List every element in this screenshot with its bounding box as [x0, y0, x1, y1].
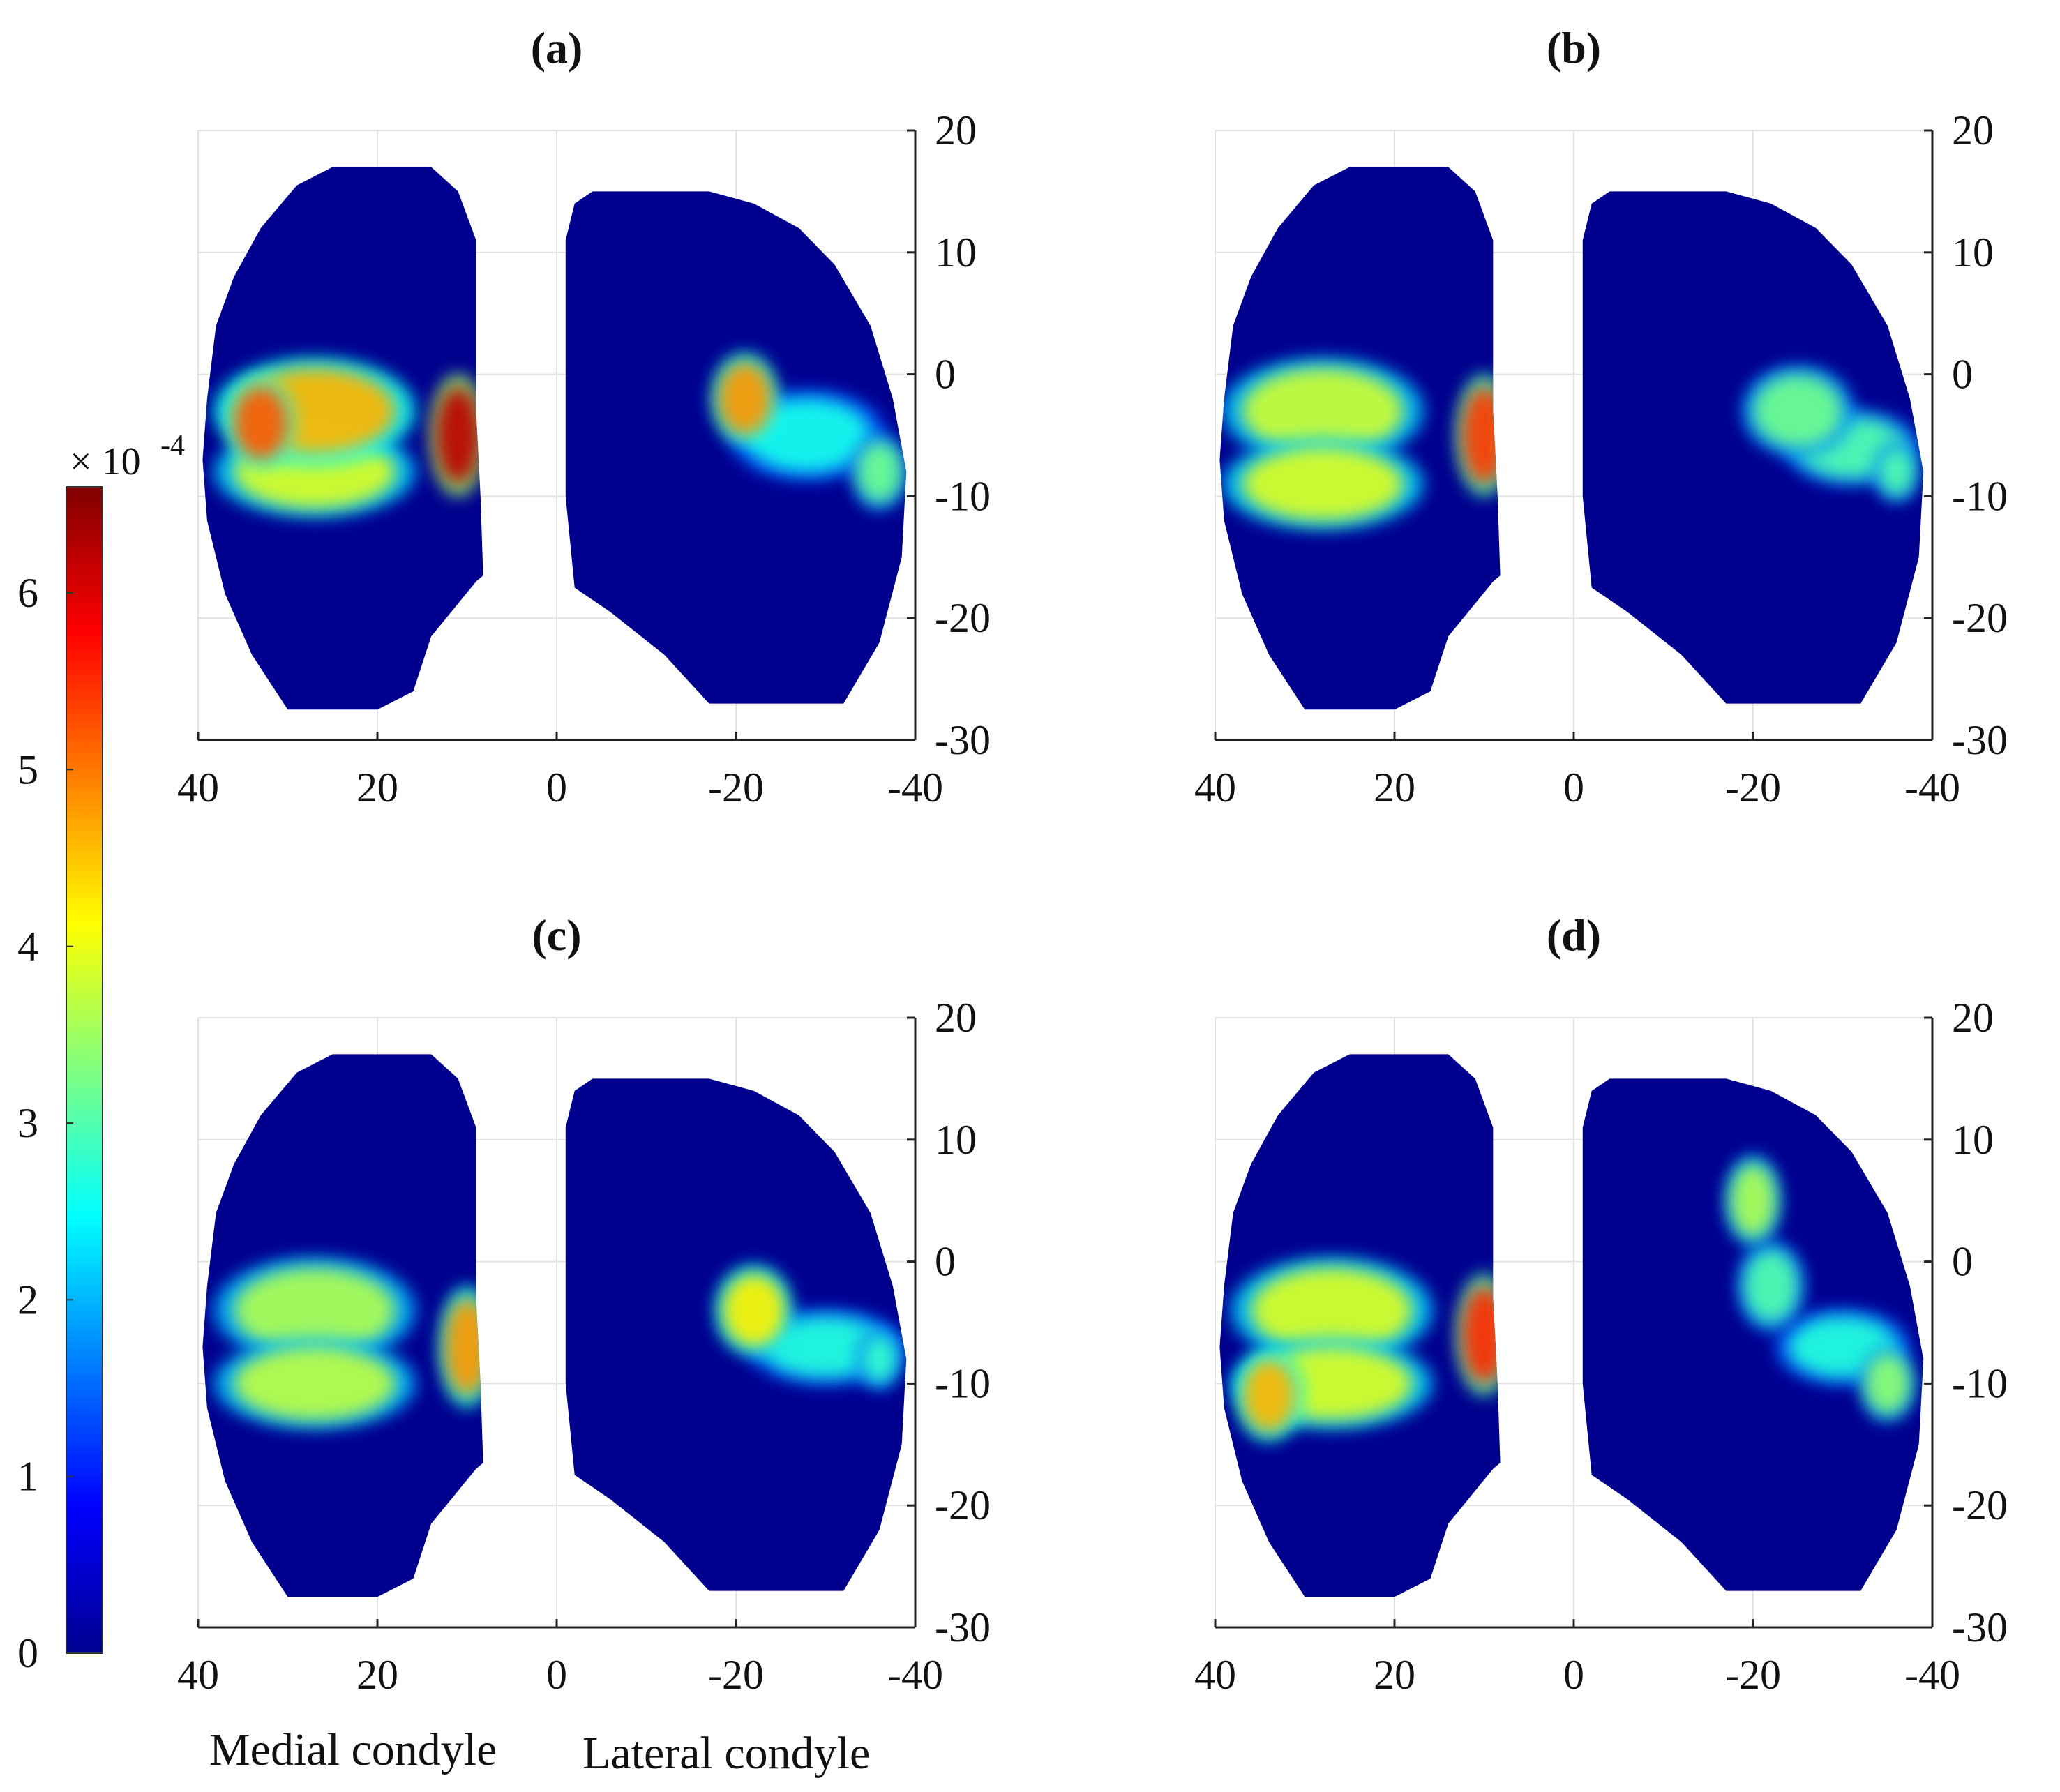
lateral-contact-area: [714, 1264, 904, 1390]
y-tick-label: -20: [1952, 595, 2008, 641]
contact-pressure-spot: [1865, 1353, 1910, 1415]
colorbar-tick-label: 3: [17, 1100, 38, 1146]
contact-pressure-spot: [722, 1274, 785, 1347]
contact-pressure-spot: [744, 398, 871, 472]
contact-pressure-spot: [1878, 447, 1915, 497]
x-tick-label: 0: [546, 765, 567, 811]
y-tick-label: 0: [935, 352, 956, 398]
y-tick-label: -10: [935, 473, 991, 519]
x-tick-label: -20: [1725, 765, 1781, 811]
lateral-contact-area: [711, 353, 907, 511]
medial-contact-area: [213, 357, 483, 518]
y-tick-label: -30: [935, 717, 991, 763]
x-tick-label: 40: [1194, 765, 1236, 811]
colorbar-tick-label: 5: [17, 746, 38, 792]
contact-pressure-spot: [1753, 374, 1843, 448]
y-tick-label: 10: [1952, 1117, 1994, 1163]
contact-pressure-spot: [444, 1298, 483, 1396]
panel-b: (b) 40 20 0 -20 -40 20 10 0 -10 -20 -30: [1194, 23, 2008, 811]
contact-pressure-spot: [762, 1316, 889, 1378]
x-tick-label: 20: [356, 1652, 398, 1698]
y-tick-label: -10: [935, 1360, 991, 1406]
x-tick-label: -40: [887, 1652, 943, 1698]
y-tick-label: 20: [935, 107, 977, 153]
x-tick-label: 0: [1563, 1652, 1584, 1698]
colorbar-tick-label: 6: [17, 570, 38, 616]
contact-pressure-spot: [861, 1334, 898, 1384]
x-tick-label: -40: [1904, 765, 1960, 811]
x-tick-label: 0: [546, 1652, 567, 1698]
panel-a: (a) 40 20 0 -20 -40 20 10 0 -10 -20 -30: [177, 23, 991, 811]
y-tick-label: 10: [1952, 229, 1994, 276]
y-tick-label: 10: [935, 229, 977, 276]
medial-condyle-label: Medial condyle: [209, 1724, 497, 1775]
contact-pressure-spot: [234, 1267, 396, 1353]
colorbar: × 10 -4 0 1 2 3 4 5 6: [17, 430, 185, 1676]
x-tick-label: 40: [1194, 1652, 1236, 1698]
x-tick-label: -20: [708, 1652, 764, 1698]
y-tick-label: 20: [1952, 995, 1994, 1041]
colorbar-tick-label: 4: [17, 924, 38, 970]
x-tick-label: 20: [1374, 765, 1415, 811]
y-tick-label: 0: [1952, 352, 1973, 398]
x-tick-label: 0: [1563, 765, 1584, 811]
y-tick-label: -10: [1952, 1360, 2008, 1406]
x-tick-label: -20: [1725, 1652, 1781, 1698]
x-tick-label: 20: [356, 765, 398, 811]
contact-pressure-spot: [234, 386, 288, 460]
lateral-condyle-region: [1582, 191, 1924, 704]
contact-pressure-spot: [1461, 386, 1501, 484]
y-tick-label: -20: [935, 595, 991, 641]
colorbar-gradient: [66, 486, 103, 1654]
y-tick-label: 10: [935, 1117, 977, 1163]
lateral-condyle-label: Lateral condyle: [582, 1728, 870, 1779]
lateral-contact-area: [1741, 365, 1919, 503]
contact-pressure-spot: [1461, 1286, 1501, 1384]
y-tick-label: -30: [1952, 717, 2008, 763]
contact-pressure-spot: [1242, 447, 1404, 521]
panel-title: (d): [1547, 910, 1601, 960]
colorbar-ticks: 0 1 2 3 4 5 6: [17, 570, 73, 1676]
colorbar-exponent-power: -4: [160, 430, 185, 462]
y-tick-label: -10: [1952, 473, 2008, 519]
medial-contact-area: [1221, 357, 1501, 530]
contact-pressure-spot: [718, 362, 772, 435]
panel-d: (d) 40 20 0 -20 -40 20 10 0 -10 -20 -30: [1194, 910, 2008, 1698]
contact-pressure-spot: [1730, 1164, 1776, 1237]
x-tick-label: 40: [177, 765, 219, 811]
y-tick-label: 20: [935, 995, 977, 1041]
contact-pressure-spot: [435, 386, 481, 484]
contact-pressure-spot: [1744, 1249, 1798, 1323]
contact-pressure-spot: [1251, 1267, 1413, 1353]
colorbar-exponent-label: × 10: [70, 440, 141, 483]
y-tick-label: -20: [1952, 1482, 2008, 1528]
x-tick-label: 40: [177, 1652, 219, 1698]
panel-title: (c): [532, 910, 581, 960]
panel-title: (b): [1547, 23, 1601, 73]
medial-contact-area: [213, 1257, 483, 1429]
colorbar-tick-label: 2: [17, 1277, 38, 1323]
y-tick-label: 0: [935, 1239, 956, 1285]
lateral-contact-area: [1724, 1154, 1916, 1422]
colorbar-tick-label: 0: [17, 1630, 38, 1676]
y-tick-label: -20: [935, 1482, 991, 1528]
contact-pressure-spot: [234, 1346, 396, 1420]
y-tick-label: 20: [1952, 107, 1994, 153]
panel-c: (c) 40 20 0 -20 -40 20 10 0 -10 -20 -30: [177, 910, 991, 1698]
colorbar-tick-label: 1: [17, 1454, 38, 1500]
contact-pressure-spot: [857, 441, 902, 503]
y-tick-label: 0: [1952, 1239, 1973, 1285]
contact-pressure-spot: [1242, 1359, 1296, 1433]
lateral-condyle-region: [1582, 1078, 1924, 1591]
y-tick-label: -30: [935, 1604, 991, 1650]
x-tick-label: -40: [887, 765, 943, 811]
y-tick-label: -30: [1952, 1604, 2008, 1650]
x-tick-label: -20: [708, 765, 764, 811]
contact-pressure-spot: [1242, 368, 1404, 454]
panel-title: (a): [531, 23, 583, 73]
x-tick-label: -40: [1904, 1652, 1960, 1698]
x-tick-label: 20: [1374, 1652, 1415, 1698]
